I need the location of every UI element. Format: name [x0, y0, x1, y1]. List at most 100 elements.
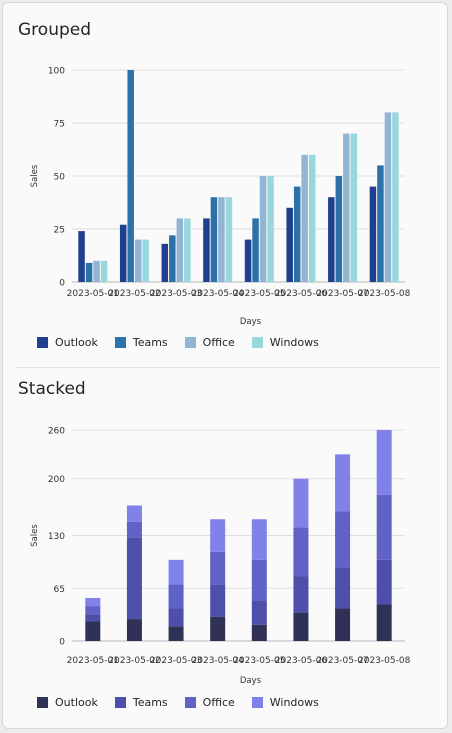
legend-item-outlook[interactable]: Outlook — [37, 336, 98, 349]
bar-segment-office — [293, 527, 309, 577]
bar-segment-outlook — [85, 621, 101, 641]
legend-label: Teams — [132, 336, 168, 349]
bar-segment-windows — [85, 597, 101, 607]
charts-card: Grouped 0 25 50 75 100 Sales Days 2023-05-01 202… — [2, 2, 448, 729]
bar-teams — [335, 176, 343, 282]
bar-segment-office — [210, 551, 226, 585]
bar-office — [343, 133, 350, 282]
legend-label: Outlook — [55, 336, 98, 349]
section-divider — [15, 367, 439, 368]
x-tick-label: 2023-05-08 — [358, 289, 411, 299]
x-tick-label: 2023-05-04 — [192, 656, 245, 666]
bar-office — [259, 176, 267, 282]
x-tick-label: 2023-05-07 — [316, 656, 368, 666]
legend-item-teams[interactable]: Teams — [114, 336, 168, 349]
legend-label: Office — [202, 336, 235, 349]
x-tick-label: 2023-05-02 — [108, 656, 160, 666]
bar-segment-windows — [168, 559, 184, 585]
bar-outlook — [286, 207, 293, 282]
y-tick-label: 260 — [48, 427, 65, 437]
bar-office — [301, 154, 308, 282]
bar-segment-outlook — [210, 616, 226, 641]
bar-windows — [100, 260, 108, 282]
bar-segment-teams — [210, 584, 226, 617]
bar-segment-office — [335, 511, 351, 568]
legend-swatch — [114, 697, 126, 708]
y-tick-label: 100 — [48, 67, 65, 77]
y-axis-label: Sales — [30, 164, 40, 187]
bar-teams — [210, 197, 218, 282]
bar-segment-office — [251, 559, 267, 601]
bar-office — [218, 197, 225, 282]
legend-label: Windows — [269, 336, 319, 349]
x-tick-label: 2023-05-03 — [150, 656, 202, 666]
x-axis-label: Days — [240, 317, 262, 327]
bar-segment-teams — [335, 567, 351, 609]
y-tick-label: 25 — [54, 226, 65, 236]
bar-segment-windows — [126, 505, 142, 522]
bar-outlook — [203, 218, 210, 282]
bar-outlook — [78, 231, 85, 282]
legend-item-teams[interactable]: Teams — [114, 696, 168, 709]
x-tick-label: 2023-05-06 — [275, 289, 328, 299]
bar-office — [384, 112, 392, 283]
x-tick-label: 2023-05-01 — [67, 289, 119, 299]
legend-label: Windows — [269, 696, 319, 709]
bar-segment-office — [376, 494, 392, 560]
y-axis-label: Sales — [30, 524, 40, 547]
x-tick-label: 2023-05-05 — [233, 656, 285, 666]
x-tick-label: 2023-05-03 — [150, 289, 202, 299]
y-tick-label: 50 — [54, 173, 66, 183]
y-tick-label: 200 — [48, 475, 65, 485]
bar-segment-windows — [210, 519, 226, 552]
bar-outlook — [328, 197, 335, 282]
bar-windows — [184, 218, 191, 282]
bar-segment-outlook — [168, 626, 184, 641]
bar-segment-windows — [251, 519, 267, 560]
bar-segment-teams — [168, 608, 184, 627]
bar-windows — [142, 239, 149, 282]
legend-swatch — [37, 337, 48, 348]
bar-windows — [308, 154, 316, 282]
legend-item-windows[interactable]: Windows — [251, 336, 319, 349]
legend-item-office[interactable]: Office — [184, 696, 235, 709]
bar-windows — [267, 176, 274, 282]
legend-item-office[interactable]: Office — [184, 336, 235, 349]
x-tick-label: 2023-05-06 — [275, 656, 328, 666]
stacked-chart-title: Stacked — [18, 379, 86, 399]
bar-segment-outlook — [376, 604, 392, 641]
y-tick-label: 0 — [59, 279, 65, 289]
y-tick-label: 130 — [48, 532, 65, 542]
bar-office — [134, 239, 142, 282]
x-tick-label: 2023-05-08 — [358, 656, 411, 666]
grouped-chart-title: Grouped — [18, 20, 92, 40]
bar-windows — [225, 197, 233, 282]
bar-segment-outlook — [126, 619, 142, 641]
x-axis-label: Days — [240, 676, 262, 686]
bar-segment-teams — [293, 576, 309, 613]
bar-teams — [252, 218, 259, 282]
stacked-chart-legend: Outlook Teams Office Windows — [37, 696, 336, 709]
bar-outlook — [119, 224, 127, 282]
bar-teams — [293, 186, 301, 282]
legend-item-outlook[interactable]: Outlook — [37, 696, 98, 709]
stacked-bar-chart: 065130200260SalesDays2023-05-012023-05-0… — [30, 427, 411, 687]
y-tick-label: 75 — [54, 120, 65, 130]
legend-swatch — [114, 337, 126, 348]
bar-segment-windows — [335, 454, 351, 512]
x-tick-label: 2023-05-01 — [67, 656, 119, 666]
x-tick-label: 2023-05-04 — [192, 289, 245, 299]
legend-swatch — [37, 697, 48, 708]
bar-teams — [127, 70, 134, 282]
grouped-bar-chart: 0255075100SalesDays2023-05-012023-05-022… — [30, 67, 411, 328]
x-tick-label: 2023-05-07 — [316, 289, 368, 299]
bar-segment-office — [126, 521, 142, 538]
bar-segment-outlook — [251, 624, 267, 641]
bar-teams — [169, 235, 176, 282]
bar-outlook — [161, 243, 169, 282]
bar-segment-outlook — [335, 608, 351, 641]
bar-segment-outlook — [293, 612, 309, 641]
legend-item-windows[interactable]: Windows — [251, 696, 319, 709]
bar-outlook — [369, 186, 377, 282]
bar-segment-teams — [85, 614, 101, 622]
